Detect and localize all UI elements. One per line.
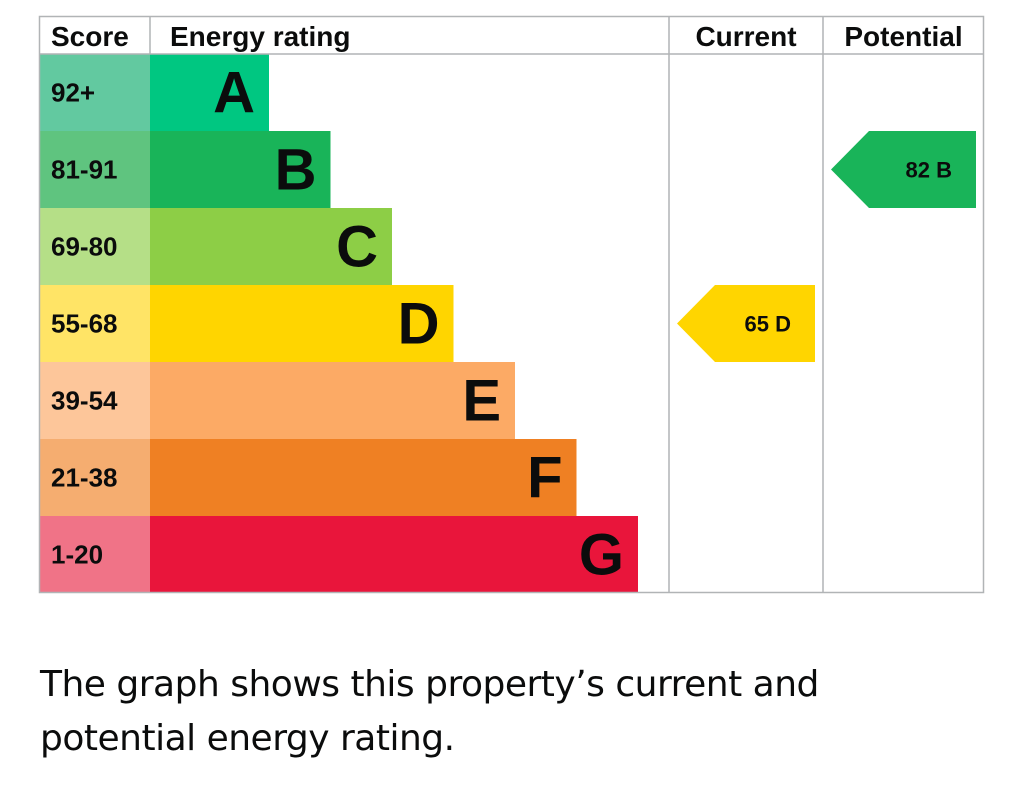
rating-letter-g: G [579, 523, 624, 588]
score-range-c: 69-80 [51, 232, 118, 262]
rating-letter-f: F [527, 446, 562, 511]
score-cell-g [39, 516, 150, 593]
score-cell-f [39, 439, 150, 516]
score-range-b: 81-91 [51, 155, 118, 185]
rating-bar-b [150, 131, 331, 208]
score-range-a: 92+ [51, 78, 95, 108]
rating-letter-a: A [213, 61, 255, 126]
header-energy-rating: Energy rating [170, 21, 350, 52]
epc-chart: 92+ A 81-91 B 69-80 C 55-68 D 39-54 E 21-38 F 1-20 G S… [38, 15, 985, 594]
current-rating-label: 65 D [745, 312, 791, 337]
rating-letter-c: C [336, 215, 378, 280]
score-range-g: 1-20 [51, 540, 103, 570]
rating-letter-d: D [398, 292, 440, 357]
rating-bar-a [150, 54, 269, 131]
score-range-f: 21-38 [51, 463, 118, 493]
potential-rating-label: 82 B [906, 158, 952, 183]
current-arrow [677, 285, 815, 362]
header-score: Score [51, 21, 129, 52]
score-cell-c [39, 208, 150, 285]
score-cell-b [39, 131, 150, 208]
potential-arrow [831, 131, 976, 208]
score-cell-e [39, 362, 150, 439]
rating-bar-d [150, 285, 454, 362]
header-current: Current [695, 21, 796, 52]
score-cell-d [39, 285, 150, 362]
header-potential: Potential [844, 21, 962, 52]
score-range-e: 39-54 [51, 386, 118, 416]
rating-bar-e [150, 362, 515, 439]
table-border [38, 15, 985, 594]
rating-bar-f [150, 439, 577, 516]
rating-letter-e: E [462, 369, 501, 434]
rating-bar-g [150, 516, 638, 593]
rating-bar-c [150, 208, 392, 285]
rating-letter-b: B [275, 138, 317, 203]
score-range-d: 55-68 [51, 309, 118, 339]
score-cell-a [39, 54, 150, 131]
chart-caption: The graph shows this property’s current … [40, 664, 819, 759]
